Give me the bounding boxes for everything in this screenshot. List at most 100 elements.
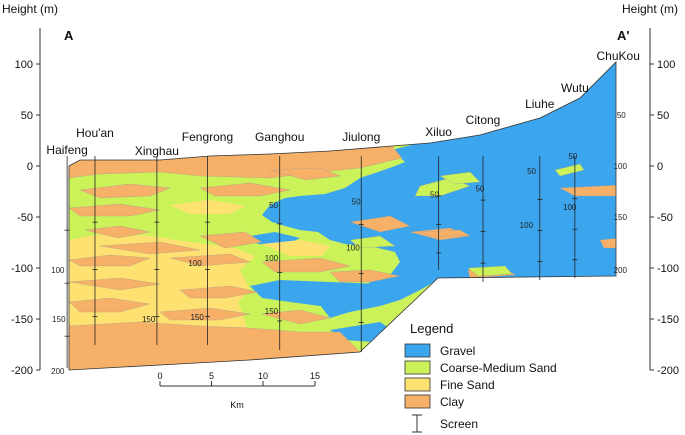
clay-lens [261, 257, 351, 273]
right-tick-label: 0 [657, 161, 663, 173]
contour-label: 50 [352, 198, 361, 207]
scale-tick-15: 15 [310, 371, 320, 381]
clay-lens [69, 277, 161, 291]
clay-lens [349, 215, 411, 233]
contour-label: 200 [614, 266, 628, 275]
left-axis-title: Height (m) [2, 2, 58, 16]
site-label: Wutu [561, 81, 589, 95]
right-tick-label: 100 [657, 59, 675, 71]
section-start-label: A [64, 28, 74, 43]
legend-swatch-clay [404, 394, 431, 409]
site-label: ChuKou [597, 49, 640, 63]
right-tick-label: -50 [657, 212, 673, 224]
contour-label: 100 [188, 259, 202, 268]
contour-label: 150 [190, 313, 204, 322]
contour-label: 150 [52, 315, 66, 324]
left-tick-label: -100 [11, 263, 33, 275]
legend-title: Legend [410, 321, 453, 336]
clay-lens [69, 203, 161, 217]
clay-lens [84, 225, 151, 239]
geology-section [68, 61, 617, 371]
site-label: Haifeng [46, 143, 87, 157]
contour-label: 100 [614, 162, 628, 171]
contour-label: 50 [269, 201, 278, 210]
right-tick-label: -200 [657, 365, 679, 377]
clay-lens [269, 167, 341, 181]
left-tick-label: 50 [21, 110, 33, 122]
site-label: Ganghou [255, 130, 304, 144]
clay-lens [99, 241, 201, 255]
section-outline [68, 61, 617, 371]
left-tick-label: 0 [27, 161, 33, 173]
left-axis: 100 50 0 -50 -100 -150 -200 [11, 28, 41, 377]
site-label: Hou'an [76, 126, 114, 140]
contour-label: 100 [346, 244, 360, 253]
right-axis-title: Height (m) [622, 2, 678, 16]
site-label: Xiluo [425, 125, 452, 139]
scale-unit: Km [230, 400, 244, 410]
clay-lens [329, 269, 401, 283]
coarse-sand-lens [467, 265, 513, 277]
fine-sand-lens [160, 266, 232, 282]
coarse-sand-lens [554, 163, 585, 177]
fine-sand-lens [262, 240, 330, 256]
clay-lens [419, 229, 471, 237]
gravel-lens [250, 280, 400, 306]
contour-label: 50 [568, 152, 577, 161]
legend-label-clay: Clay [440, 395, 464, 409]
site-label: Liuhe [525, 97, 555, 111]
contour-labels: 50 50 50 50 50 50 50 100 100 100 100 100 100 100 150 15… [51, 111, 627, 376]
contour-label: 50 [617, 111, 626, 120]
clay-lens [599, 237, 616, 249]
right-axis: 100 50 0 -50 -100 -150 -200 [649, 28, 679, 377]
clay-lens [69, 297, 151, 313]
right-tick-label: -100 [657, 263, 679, 275]
scale-tick-5: 5 [209, 371, 214, 381]
left-tick-label: -50 [17, 212, 33, 224]
contour-label: 200 [51, 367, 65, 376]
clay-lens [261, 309, 331, 325]
contour-label: 50 [527, 167, 536, 176]
contour-label: 100 [563, 203, 577, 212]
legend: Legend Gravel Coarse-Medium Sand Fine Sa… [404, 321, 557, 433]
left-tick-label: -200 [11, 365, 33, 377]
contour-label: 100 [265, 254, 279, 263]
screen-symbol-icon [412, 414, 422, 433]
legend-swatch-fine-sand [404, 377, 431, 392]
clay-lens [179, 285, 259, 299]
right-tick-label: 50 [657, 110, 669, 122]
left-tick-label: -150 [11, 314, 33, 326]
contour-label: 150 [614, 213, 628, 222]
contour-label: 150 [265, 307, 279, 316]
legend-label-fine-sand: Fine Sand [440, 378, 495, 392]
clay-lens [169, 253, 251, 267]
legend-swatch-gravel [404, 343, 431, 358]
legend-label-gravel: Gravel [440, 344, 475, 358]
legend-swatch-coarse-sand [404, 360, 431, 375]
section-end-label: A' [617, 28, 629, 43]
site-label: Xinghau [135, 144, 179, 158]
clay-lens [159, 307, 251, 321]
legend-label-coarse-sand: Coarse-Medium Sand [440, 361, 557, 375]
contour-label: 50 [430, 191, 439, 200]
coarse-sand-lens [439, 171, 481, 185]
clay-lens [79, 183, 171, 199]
boreholes [64, 156, 578, 368]
site-label: Fengrong [182, 130, 233, 144]
scale-tick-10: 10 [258, 371, 268, 381]
right-tick-label: -150 [657, 314, 679, 326]
clay-lens [199, 182, 291, 197]
scale-bar: 0 5 10 15 Km [157, 371, 320, 410]
contour-label: 100 [51, 266, 65, 275]
clay-lens [69, 254, 151, 267]
legend-label-screen: Screen [440, 417, 478, 431]
contour-label: 100 [520, 221, 534, 230]
site-label: Citong [466, 113, 501, 127]
contour-label: 150 [142, 315, 156, 324]
site-label: Jiulong [342, 130, 380, 144]
contour-label: 50 [475, 184, 484, 193]
left-tick-label: 100 [15, 59, 33, 71]
clay-lens [199, 231, 263, 249]
